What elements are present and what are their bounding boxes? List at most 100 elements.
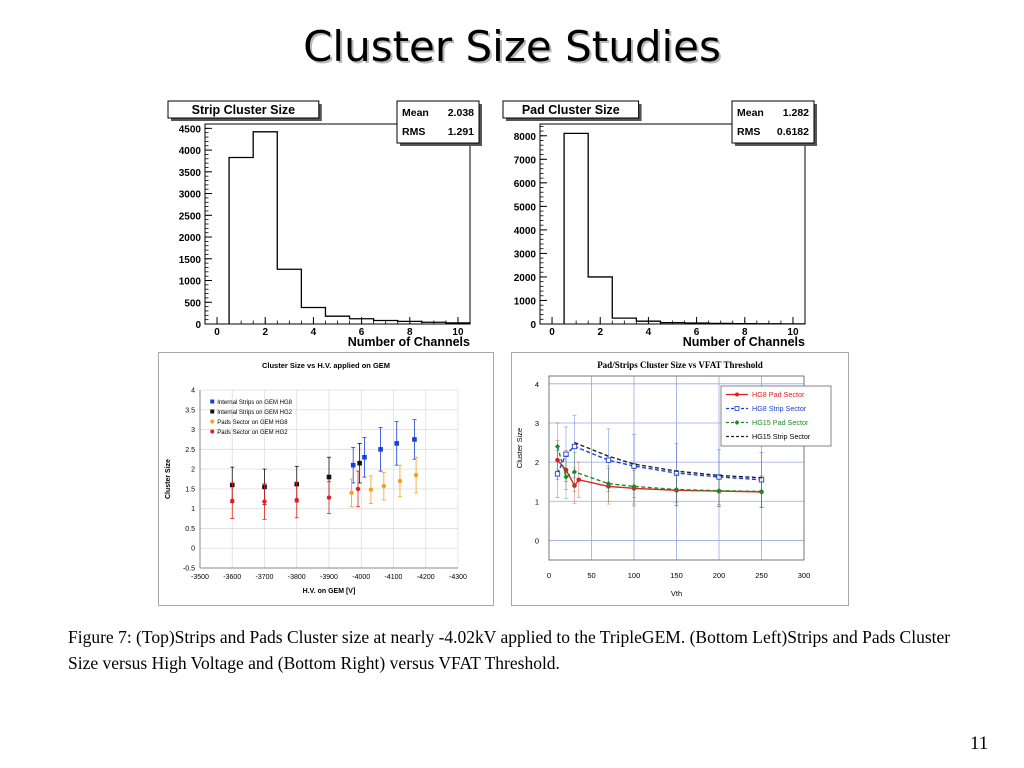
y-tick-label: 2000 [179, 233, 202, 244]
stats-label-rms: RMS [402, 126, 425, 138]
x-axis-label: Vth [671, 589, 682, 598]
title-box [502, 100, 640, 119]
legend-marker [210, 419, 215, 424]
x-tick-label: -3800 [288, 574, 306, 581]
y-tick-label: 2 [535, 458, 539, 467]
data-point-series-2 [631, 463, 637, 469]
x-tick-label: 150 [670, 571, 683, 580]
x-tick-label: -4100 [385, 574, 403, 581]
x-tick-label: 100 [628, 571, 641, 580]
x-tick-label: 250 [755, 571, 768, 580]
histogram-title: Pad Cluster Size [522, 103, 620, 117]
data-point-series-3 [368, 487, 374, 492]
cluster-size-vs-hv-chart: Cluster Size vs H.V. applied on GEM -0.5 0… [158, 352, 494, 606]
data-point-series-4 [294, 497, 299, 503]
stats-label-mean: Mean [402, 107, 429, 119]
x-tick-label: 0 [549, 327, 555, 338]
y-tick-label: 500 [184, 298, 201, 309]
chart-border [158, 352, 494, 606]
data-point-series-3 [349, 490, 354, 496]
x-tick-label: 4 [311, 327, 317, 338]
x-axis-label: Number of Channels [348, 335, 470, 349]
data-point-series-3 [397, 478, 403, 484]
y-tick-label: 2.5 [185, 447, 195, 454]
x-tick-label: 6 [694, 327, 700, 338]
legend-marker [735, 392, 739, 397]
title-box [167, 100, 320, 119]
data-point-series-1 [576, 477, 582, 483]
legend-label: HG8 Strip Sector [752, 404, 807, 413]
stats-value-rms: 0.6182 [777, 126, 809, 138]
strip-cluster-size-histogram: Strip Cluster Size Mean 2.038 RMS 1.291 0 500 1… [167, 100, 482, 349]
x-tick-label: 0 [547, 571, 551, 580]
legend-label: Pads Sector on GEM HG8 [217, 420, 288, 426]
chart-title: Cluster Size vs H.V. applied on GEM [262, 361, 390, 370]
y-tick-label: 7000 [514, 155, 537, 166]
y-tick-label: 1000 [179, 277, 202, 288]
data-point-series-3 [413, 472, 419, 478]
legend-label: HG15 Pad Sector [752, 418, 809, 427]
data-point-series-4 [326, 495, 332, 500]
stats-label-rms: RMS [737, 126, 760, 138]
data-point-series-4 [230, 498, 235, 503]
y-tick-label: 0 [530, 320, 536, 331]
x-axis-label: Number of Channels [683, 335, 805, 349]
x-tick-label: 6 [359, 327, 365, 338]
legend-label: HG15 Strip Sector [752, 432, 811, 441]
data-point-series-1 [378, 447, 383, 452]
data-point-series-2 [326, 474, 332, 480]
data-point-series-1 [412, 437, 417, 442]
page-number: 11 [970, 733, 989, 754]
x-axis-label: H.V. on GEM [V] [303, 588, 356, 595]
histogram-bin-1 [564, 133, 588, 324]
y-tick-label: 4500 [179, 124, 202, 135]
y-tick-label: 4000 [514, 226, 537, 237]
stats-box [731, 100, 815, 144]
data-point-series-1 [394, 441, 400, 446]
data-point-series-2 [357, 460, 362, 466]
y-tick-label: -0.5 [183, 566, 195, 573]
pad-cluster-size-histogram: Pad Cluster Size Mean 1.282 RMS 0.6182 0 1000 2… [502, 100, 817, 349]
legend-label: Internal Strips on GEM HG2 [217, 410, 292, 416]
data-point-series-1 [362, 454, 367, 460]
histogram-bin-2 [588, 277, 612, 324]
histogram-title: Strip Cluster Size [192, 103, 296, 117]
histogram-bin-2 [253, 132, 277, 324]
data-point-series-2 [605, 457, 612, 463]
y-tick-label: 1 [535, 497, 539, 506]
x-tick-label: 8 [742, 327, 748, 338]
y-axis-label: Cluster Size [165, 459, 172, 499]
plot-frame [539, 123, 806, 325]
y-tick-label: 0 [195, 320, 201, 331]
data-point-series-4 [262, 499, 267, 504]
legend-marker [210, 399, 215, 404]
figure-caption: Figure 7: (Top)Strips and Pads Cluster s… [68, 627, 951, 673]
plot-frame [548, 375, 805, 561]
data-point-series-3 [554, 443, 561, 450]
data-point-series-1 [350, 462, 356, 468]
x-tick-label: 2 [262, 327, 268, 338]
stats-box [396, 100, 480, 144]
legend-label: HG8 Pad Sector [752, 390, 805, 399]
y-tick-label: 4000 [179, 146, 202, 157]
stats-value-mean: 2.038 [448, 107, 474, 119]
y-tick-label: 3 [535, 419, 539, 428]
stats-label-mean: Mean [737, 107, 764, 119]
y-tick-label: 3000 [514, 249, 537, 260]
x-tick-label: -3500 [191, 574, 209, 581]
stats-value-rms: 1.291 [448, 126, 474, 138]
y-tick-label: 0 [191, 546, 195, 553]
y-tick-label: 3 [191, 427, 195, 434]
y-tick-label: 1000 [514, 296, 537, 307]
stats-value-mean: 1.282 [783, 107, 809, 119]
y-tick-label: 1 [191, 506, 195, 513]
x-tick-label: -3700 [256, 574, 274, 581]
x-tick-label: 300 [798, 571, 811, 580]
y-tick-label: 8000 [514, 132, 537, 143]
x-tick-label: 8 [407, 327, 413, 338]
y-tick-label: 2 [191, 467, 195, 474]
y-tick-label: 3.5 [185, 407, 195, 414]
data-point-series-2 [571, 443, 578, 450]
histogram-bin-1 [229, 157, 253, 324]
y-tick-label: 2500 [179, 211, 202, 222]
